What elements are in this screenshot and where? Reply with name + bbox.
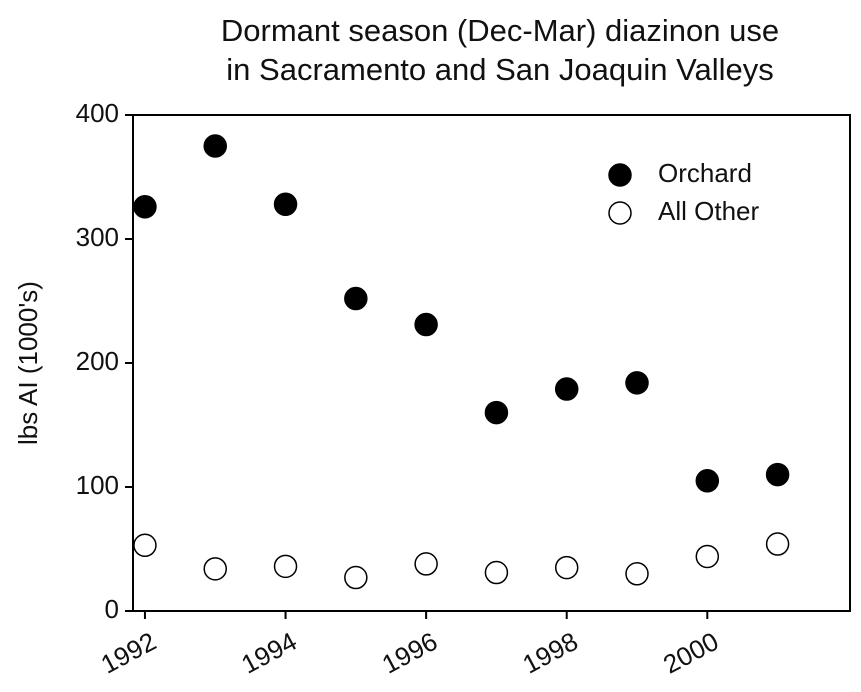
point xyxy=(414,552,438,576)
x-tick-label: 1994 xyxy=(236,626,301,680)
point xyxy=(695,544,720,569)
point xyxy=(484,400,509,425)
x-tick-label: 1992 xyxy=(96,626,161,680)
y-tick-label: 300 xyxy=(76,222,119,252)
point xyxy=(765,532,790,556)
y-tick-label: 200 xyxy=(76,346,119,376)
point xyxy=(273,192,298,217)
point xyxy=(414,312,438,337)
point xyxy=(554,555,579,580)
point xyxy=(625,371,649,395)
y-tick-label: 0 xyxy=(105,594,119,624)
y-tick-label: 100 xyxy=(76,470,119,500)
point xyxy=(344,286,368,311)
x-tick-label: 1996 xyxy=(377,626,442,680)
x-tick-label: 1998 xyxy=(518,626,583,680)
chart-title: in Sacramento and San Joaquin Valleys xyxy=(226,52,773,87)
point xyxy=(133,533,157,558)
x-tick-label: 2000 xyxy=(658,626,723,680)
legend-label: All Other xyxy=(658,196,759,226)
plot-frame xyxy=(132,114,851,612)
point xyxy=(625,562,649,586)
point xyxy=(765,462,790,487)
point xyxy=(203,557,227,581)
y-tick-label: 400 xyxy=(76,98,119,128)
point xyxy=(203,134,227,158)
legend-marker xyxy=(608,163,632,187)
point xyxy=(484,560,509,585)
legend-label: Orchard xyxy=(658,158,752,188)
point xyxy=(273,554,298,579)
point xyxy=(695,469,720,493)
point xyxy=(133,195,157,219)
y-axis-label: lbs AI (1000's) xyxy=(13,281,43,445)
point xyxy=(344,565,368,590)
legend-marker xyxy=(608,201,632,225)
point xyxy=(554,377,579,401)
chart-title: Dormant season (Dec-Mar) diazinon use xyxy=(221,13,779,48)
